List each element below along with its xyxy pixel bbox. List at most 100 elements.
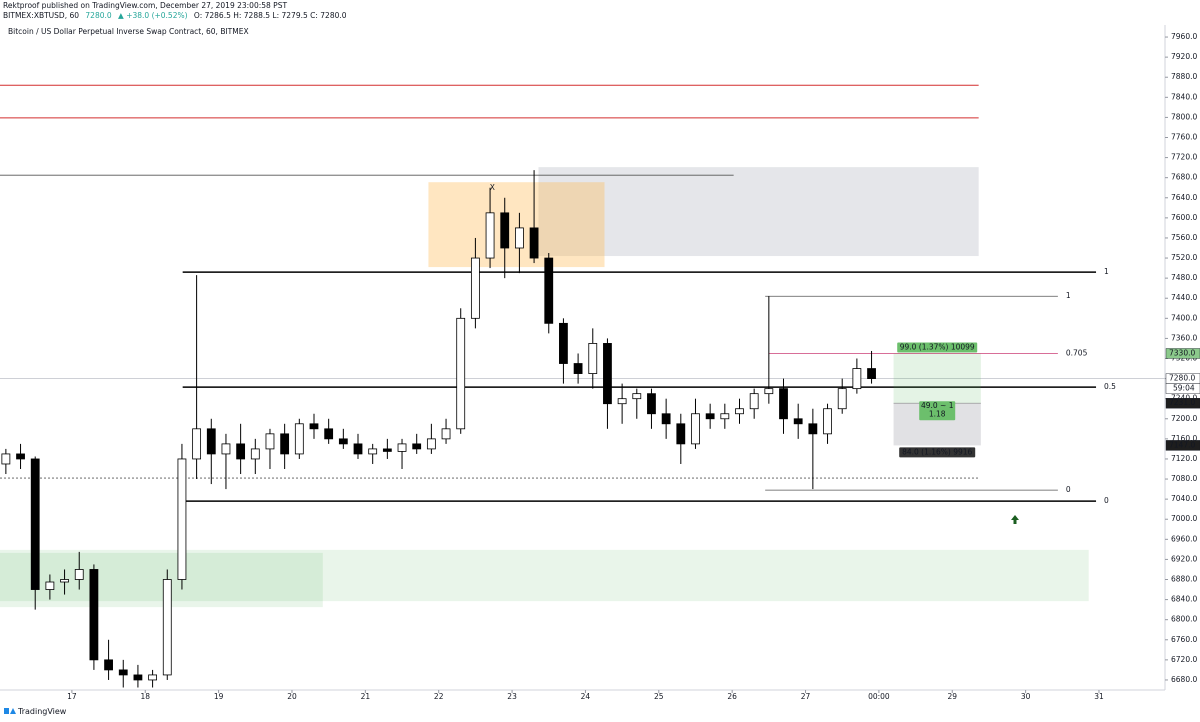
candle-body [16,453,25,460]
candle-body [192,428,202,460]
price-badge-label: 7231.0 [1169,398,1195,407]
stop-label: 84.0 (1.16%) 9916 [902,447,972,456]
price-badge-label: 7147.0 [1169,440,1195,449]
y-tick-label: 7800.0 [1171,112,1197,121]
candle-body [705,413,715,420]
y-tick-label: 7080.0 [1171,474,1197,483]
candle-body [177,458,187,580]
candle-body [676,423,686,445]
y-tick-label: 7960.0 [1171,32,1197,41]
y-tick-label: 7600.0 [1171,213,1197,222]
candle-body [823,408,832,435]
x-tick-label: 30 [1021,692,1031,701]
author-text: Rektproof published on TradingView.com, … [3,1,288,10]
candle-body [588,343,598,374]
y-tick-label: 7360.0 [1171,333,1197,342]
y-tick-label: 6680.0 [1171,675,1197,684]
chart-title: Bitcoin / US Dollar Perpetual Inverse Sw… [8,27,249,36]
candle-body [324,428,334,440]
logo-part [4,708,9,714]
level-label: 1 [1104,267,1109,276]
y-tick-label: 6760.0 [1171,635,1197,644]
y-tick-label: 7520.0 [1171,253,1197,262]
level-label: 0 [1104,496,1109,505]
y-tick-label: 7760.0 [1171,133,1197,142]
y-tick-label: 6800.0 [1171,615,1197,624]
candle-body [309,423,319,430]
candle-body [280,433,290,455]
countdown-label: 59:04 [1173,384,1195,393]
candle-body [470,257,480,319]
footer: TradingView [4,706,66,716]
y-tick-label: 7200.0 [1171,414,1197,423]
logo [4,708,16,714]
price-badge-label: 7330.0 [1169,348,1195,357]
target-badge [897,342,978,353]
y-tick-label: 7680.0 [1171,173,1197,182]
annotation: X [490,183,495,192]
y-tick-label: 6720.0 [1171,655,1197,664]
candle-body [632,393,642,400]
candle-body [749,393,759,410]
candle-body [118,669,128,676]
candle-body [837,388,847,410]
header: Rektproof published on TradingView.com, … [3,1,351,21]
candle-body [265,433,275,450]
logo-part [10,708,16,714]
x-tick-label: 26 [727,692,737,701]
rr-badge [919,401,956,421]
last-price: 7280.0 [85,11,112,20]
candle-body [720,413,730,420]
x-tick-label: 00:00 [868,692,890,701]
rr-label: 49.0 ~ 1 [921,401,954,410]
candle-body [529,227,539,259]
x-tick-label: 25 [654,692,664,701]
stop-badge [899,447,976,458]
y-tick-label: 7720.0 [1171,153,1197,162]
x-tick-label: 20 [287,692,297,701]
candle-body [617,398,627,405]
y-tick-label: 7880.0 [1171,72,1197,81]
brand: TradingView [18,706,67,716]
ohlc: O: 7286.5 H: 7288.5 L: 7279.5 C: 7280.0 [193,11,347,20]
candle-body [559,322,568,364]
candle-body [764,388,774,395]
x-tick-label: 17 [67,692,77,701]
x-tick-label: 19 [214,692,224,701]
rr-label: 1.18 [929,410,946,419]
candle-body [793,418,803,425]
y-tick-label: 7120.0 [1171,454,1197,463]
x-tick-label: 24 [581,692,591,701]
candle-body [30,458,40,590]
price-badge [1165,398,1200,409]
candle-body [808,423,818,435]
candle-body [500,212,510,249]
candle-body [485,212,495,259]
price-badge [1165,348,1200,359]
y-tick-label: 7160.0 [1171,434,1197,443]
zone [0,552,323,608]
x-tick-label: 18 [140,692,150,701]
y-tick-label: 6960.0 [1171,534,1197,543]
arrow-icon [1011,515,1019,524]
candle-body [779,388,788,420]
candle-body [456,317,466,430]
level-label: 1 [1066,291,1071,300]
candle-body [74,569,84,580]
candle-body [397,443,407,452]
y-tick-label: 6880.0 [1171,575,1197,584]
candle-body [412,443,422,450]
candle-body [603,343,612,405]
x-tick-label: 23 [507,692,517,701]
long-arrow [1011,515,1019,524]
y-tick-label: 7480.0 [1171,273,1197,282]
y-tick-label: 6840.0 [1171,595,1197,604]
candle-body [206,428,216,455]
candle-body [735,408,744,415]
y-tick-label: 7840.0 [1171,92,1197,101]
x-tick-label: 31 [1094,692,1104,701]
candle-body [1,453,11,465]
candle-body [515,227,524,249]
